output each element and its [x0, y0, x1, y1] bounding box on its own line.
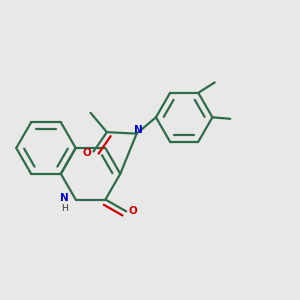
Text: O: O — [128, 206, 137, 216]
Text: O: O — [82, 148, 91, 158]
Text: N: N — [134, 125, 142, 135]
Text: N: N — [59, 193, 68, 203]
Text: H: H — [61, 204, 68, 213]
